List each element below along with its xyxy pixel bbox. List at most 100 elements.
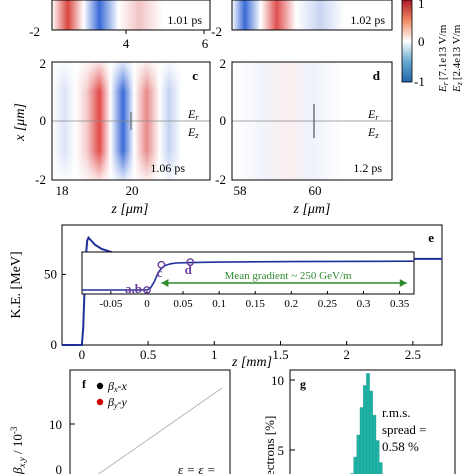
- panel-a-time-label: 1.01 ps: [167, 13, 202, 27]
- panel-c-xlabel: z [μm]: [111, 202, 149, 217]
- panel-b: 1.02 ps -2: [211, 0, 393, 39]
- panel-g-bar: [375, 440, 380, 474]
- panel-e-inset-xtick-label: 0.3: [357, 298, 371, 310]
- panel-a-xtick-label: 6: [202, 36, 209, 51]
- panel-b-ytick-label: -2: [211, 24, 222, 39]
- panel-e-inset-xtick-label: 0: [144, 298, 150, 310]
- panel-e-inset-marker: [186, 258, 195, 266]
- panel-e-inset-marker: [143, 286, 151, 294]
- panel-d-xlabel: z [μm]: [293, 202, 331, 217]
- panel-g-bar: [359, 407, 364, 474]
- panel-e-xtick-label: 0: [79, 347, 86, 362]
- panel-c-xtick-label: 18: [56, 183, 69, 198]
- colorbar: 1 0 -1 Er[7.1e13 V/m Ez[2.4e13 V/m: [401, 0, 464, 93]
- panel-d-ytick-label: -2: [215, 172, 226, 187]
- panel-c: c Er Ez 1.06 ps 2 0 -2 18 20 z [μm] x [μ…: [13, 56, 211, 217]
- panel-a-field-map: [52, 0, 210, 30]
- panel-c-ylabel: x [μm]: [13, 103, 28, 142]
- panel-e-frame: [61, 224, 443, 346]
- colorbar-label-ez: Ez[2.4e13 V/m: [451, 24, 464, 93]
- panel-a-ytick-label: -2: [29, 24, 40, 39]
- panel-e-ylabel: K.E. [MeV]: [9, 251, 24, 318]
- panel-e-ytick-label: 50: [44, 266, 57, 281]
- panel-e: 0 0.5 1 1.5 2 2.5 0 50 e z [mm] K.E. [MeV] -0.0…: [9, 224, 443, 370]
- panel-g-ytick-label: 5: [278, 443, 285, 458]
- panel-g-bar: [366, 373, 370, 474]
- panel-e-gradient-annotation: Mean gradient ~ 250 GeV/m: [225, 270, 352, 282]
- panel-c-letter: c: [192, 68, 198, 83]
- panel-d-xtick-label: 60: [309, 183, 322, 198]
- panel-g-bar: [363, 385, 367, 474]
- panel-e-xtick-label: 2.5: [405, 347, 421, 362]
- panel-e-gradient-arrow: [161, 279, 407, 287]
- panel-c-ytick-label: -2: [35, 172, 46, 187]
- panel-c-ytick-label: 0: [40, 113, 47, 128]
- panel-g-ylabel: ectrons [%]: [262, 416, 277, 474]
- panel-c-er-label: Er: [187, 107, 199, 122]
- panel-g-bar: [372, 415, 377, 474]
- panel-d-letter: d: [373, 68, 381, 83]
- panel-d-frame: [231, 61, 393, 181]
- panel-c-frame: [51, 61, 211, 181]
- panel-e-xtick-label: 0.5: [140, 347, 156, 362]
- panel-g-annotation-line-3: 0.58 %: [382, 439, 419, 454]
- panel-e-xtick-label: 1.5: [272, 347, 288, 362]
- panel-d-xtick-label: 58: [234, 183, 247, 198]
- panel-d-er-label: Er: [367, 107, 379, 122]
- panel-e-inset-xtick-label: 0.25: [318, 298, 338, 310]
- panel-e-letter: e: [428, 230, 434, 245]
- panel-c-xtick-label: 20: [126, 183, 139, 198]
- colorbar-frame: [401, 0, 413, 83]
- panel-b-frame: [231, 0, 393, 31]
- panel-f-legend-label-y: βy-y: [107, 395, 128, 410]
- panel-e-inset-ticks: -0.05 0 0.05 0.1 0.15 0.2 0.25 0.3 0.35: [99, 291, 410, 310]
- panel-e-inset-xtick-label: 0.35: [390, 298, 410, 310]
- panel-e-xlabel: z [mm]: [231, 355, 272, 370]
- panel-e-ytick-label: 0: [51, 337, 58, 352]
- panel-g-ytick-label: 10: [271, 373, 284, 388]
- panel-e-xtick-label: 1: [211, 347, 218, 362]
- panel-a: 1.01 ps -2 4 6: [29, 0, 211, 51]
- panel-d: d Er Ez 1.2 ps 2 0 -2 58 60 z [μm]: [215, 56, 393, 217]
- panel-f-ytick-label: 0: [56, 462, 63, 474]
- panel-f-legend-label-x: βx-x: [107, 379, 128, 394]
- panel-f-legend-marker-y: [96, 398, 104, 406]
- panel-c-ytick-label: 2: [40, 56, 47, 71]
- panel-g-bar: [353, 456, 357, 474]
- panel-e-inset-frame: [81, 251, 415, 295]
- colorbar-scale: [402, 0, 412, 82]
- panel-e-inset-markers: a,b c d: [125, 258, 195, 296]
- panel-f-fragment-text: ε = ε =: [178, 462, 216, 474]
- panel-e-inset-xtick-label: -0.05: [99, 298, 122, 310]
- panel-e-inset-marker: [157, 260, 166, 269]
- panel-c-time-label: 1.06 ps: [150, 161, 185, 175]
- panel-g-annotation-line-2: spread =: [382, 422, 427, 437]
- panel-c-ez-label: Ez: [187, 125, 199, 140]
- panel-f-letter: f: [82, 377, 87, 391]
- panel-e-inset-xtick-label: 0.1: [212, 298, 226, 310]
- panel-e-inset-marker-label: d: [185, 262, 193, 277]
- svg-text:Ez[2.4e13 V/m: Ez[2.4e13 V/m: [451, 24, 464, 93]
- panel-g-histogram: [350, 373, 383, 474]
- panel-d-ez-label: Ez: [367, 125, 379, 140]
- panel-g-bar: [369, 390, 373, 474]
- panel-g-frame: [289, 369, 456, 474]
- panel-g-annotation-line-1: r.m.s.: [382, 405, 411, 420]
- panel-e-inset-xtick-label: 0.15: [246, 298, 266, 310]
- colorbar-tick-label: -1: [414, 74, 425, 89]
- panel-g: g 10 5 r.m.s. spread = 0.58 % ectrons [%…: [262, 369, 456, 474]
- svg-text:Er[7.1e13 V/m: Er[7.1e13 V/m: [437, 24, 450, 93]
- panel-e-inset-marker-label: a,b: [125, 281, 142, 296]
- panel-e-inset-xtick-label: 0.05: [173, 298, 193, 310]
- panel-f-frame: [69, 369, 231, 474]
- panel-f-ytick-label: 10: [49, 417, 62, 432]
- panel-e-gradient-arrow-head: [399, 279, 407, 287]
- panel-e-inset-xtick-label: 0.2: [284, 298, 298, 310]
- colorbar-tick-label: 0: [418, 34, 425, 49]
- panel-g-bar: [356, 434, 361, 474]
- panel-e-inset-marker-label: c: [157, 265, 163, 280]
- colorbar-tick-label: 1: [418, 0, 425, 11]
- panel-f-legend-marker-x: [96, 382, 104, 390]
- colorbar-label-er: Er[7.1e13 V/m: [437, 24, 450, 93]
